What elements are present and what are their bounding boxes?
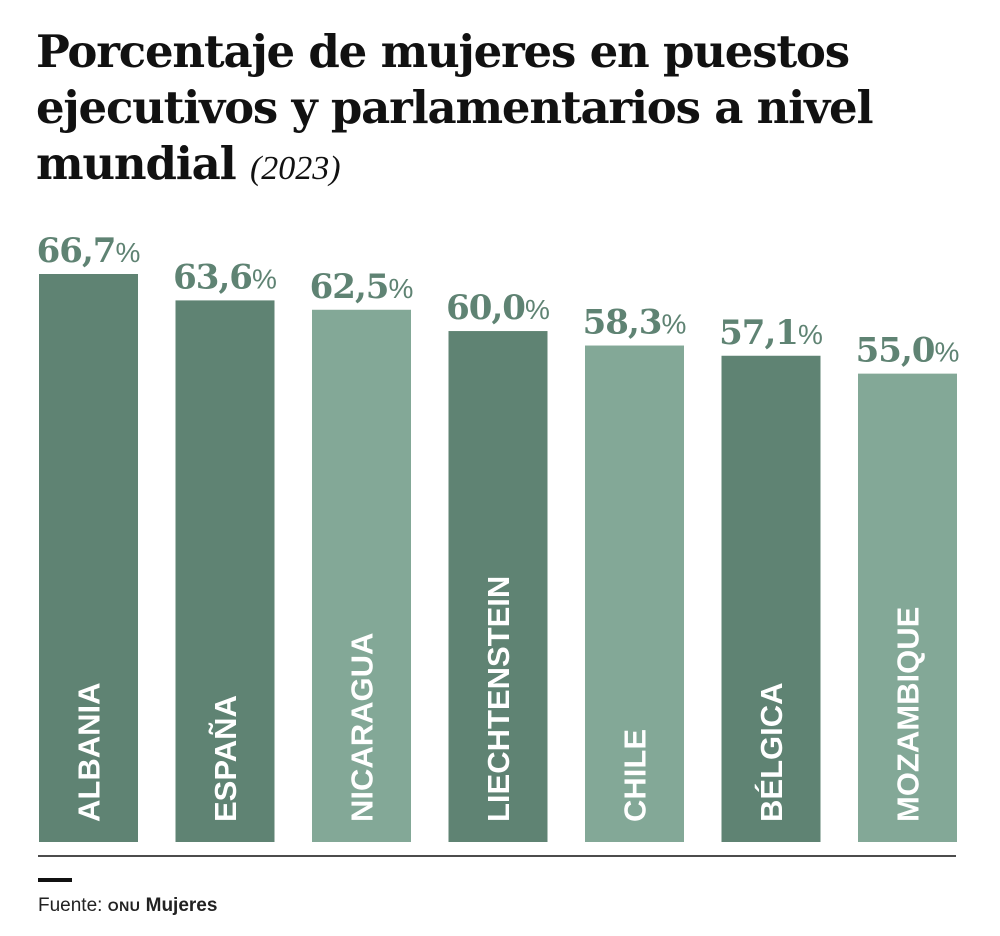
bar-albania — [39, 274, 138, 842]
value-label-chile: 58,3% — [583, 303, 687, 343]
bar-liechtenstein — [448, 331, 548, 842]
bar-chile — [585, 345, 684, 842]
chart-title: Porcentaje de mujeres en puestos ejecuti… — [36, 24, 936, 197]
bars-group: 66,7% ALBANIA 63,6% ESPAÑA 62,5% NICARAGUA 60,… — [37, 231, 960, 842]
chart-title-main: Porcentaje de mujeres en puestos ejecuti… — [36, 25, 874, 190]
value-label-liechtenstein: 60,0% — [446, 288, 550, 328]
bar-nicaragua — [312, 309, 411, 842]
category-label-mozambique: MOZAMBIQUE — [891, 607, 926, 822]
value-label-nicaragua: 62,5% — [310, 267, 414, 307]
category-label-nicaragua: NICARAGUA — [345, 633, 380, 822]
bar-belgica — [721, 355, 821, 842]
value-label-espana: 63,6% — [173, 257, 277, 297]
category-label-belgica: BÉLGICA — [754, 683, 789, 823]
value-label-belgica: 57,1% — [719, 313, 823, 353]
source-org-prefix: ONU — [107, 898, 141, 914]
bar-mozambique — [858, 373, 957, 842]
chart-title-year: (2023) — [249, 150, 341, 187]
source-prefix: Fuente: — [38, 895, 103, 916]
category-label-chile: CHILE — [618, 729, 653, 822]
category-label-espana: ESPAÑA — [208, 695, 243, 822]
value-label-mozambique: 55,0% — [856, 331, 960, 371]
category-label-albania: ALBANIA — [72, 683, 107, 823]
source-divider — [38, 878, 72, 882]
value-label-albania: 66,7% — [37, 231, 141, 271]
source-note: Fuente: ONU Mujeres — [38, 895, 217, 917]
source-org: Mujeres — [145, 895, 218, 916]
bar-espana — [175, 300, 275, 842]
category-label-liechtenstein: LIECHTENSTEIN — [481, 576, 516, 822]
